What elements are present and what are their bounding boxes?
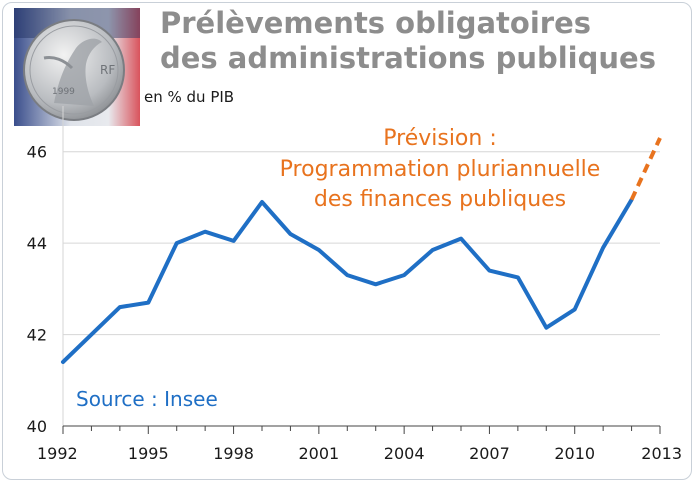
coin-photo: 1999 RF [14, 8, 140, 126]
chart-title: Prélèvements obligatoires des administra… [160, 6, 680, 76]
x-tick-label-2010: 2010 [554, 444, 595, 463]
x-tick-label-1992: 1992 [37, 444, 78, 463]
x-axis-ticks: 1992 1995 1998 2001 2004 2007 2010 2013 [37, 426, 682, 463]
unit-label: en % du PIB [144, 88, 235, 106]
y-tick-label-42: 42 [27, 326, 47, 345]
x-tick-label-2013: 2013 [641, 444, 682, 463]
y-tick-label-40: 40 [27, 417, 47, 436]
y-tick-label-44: 44 [27, 234, 47, 253]
title-line-1: Prélèvements obligatoires [160, 6, 592, 40]
grid-lines [62, 106, 660, 426]
x-tick-label-1998: 1998 [213, 444, 254, 463]
x-tick-label-1995: 1995 [128, 444, 169, 463]
y-axis-ticks: 40 42 44 46 [27, 143, 47, 436]
y-tick-label-46: 46 [27, 143, 47, 162]
svg-text:RF: RF [100, 63, 115, 77]
source-label: Source : Insee [76, 387, 218, 411]
forecast-label: Prévision : Programmation pluriannuelle de… [280, 126, 601, 212]
forecast-label-line-1: Prévision : [383, 126, 497, 151]
x-tick-label-2001: 2001 [298, 444, 339, 463]
series-layer [61, 137, 662, 364]
actual-series-line [61, 197, 634, 364]
forecast-series-line [629, 137, 662, 201]
forecast-label-line-2: Programmation pluriannuelle [280, 157, 601, 182]
title-line-2: des administrations publiques [160, 41, 656, 75]
svg-text:1999: 1999 [52, 87, 75, 97]
x-tick-label-2004: 2004 [384, 444, 425, 463]
x-tick-label-2007: 2007 [469, 444, 510, 463]
forecast-label-line-3: des finances publiques [314, 187, 566, 212]
